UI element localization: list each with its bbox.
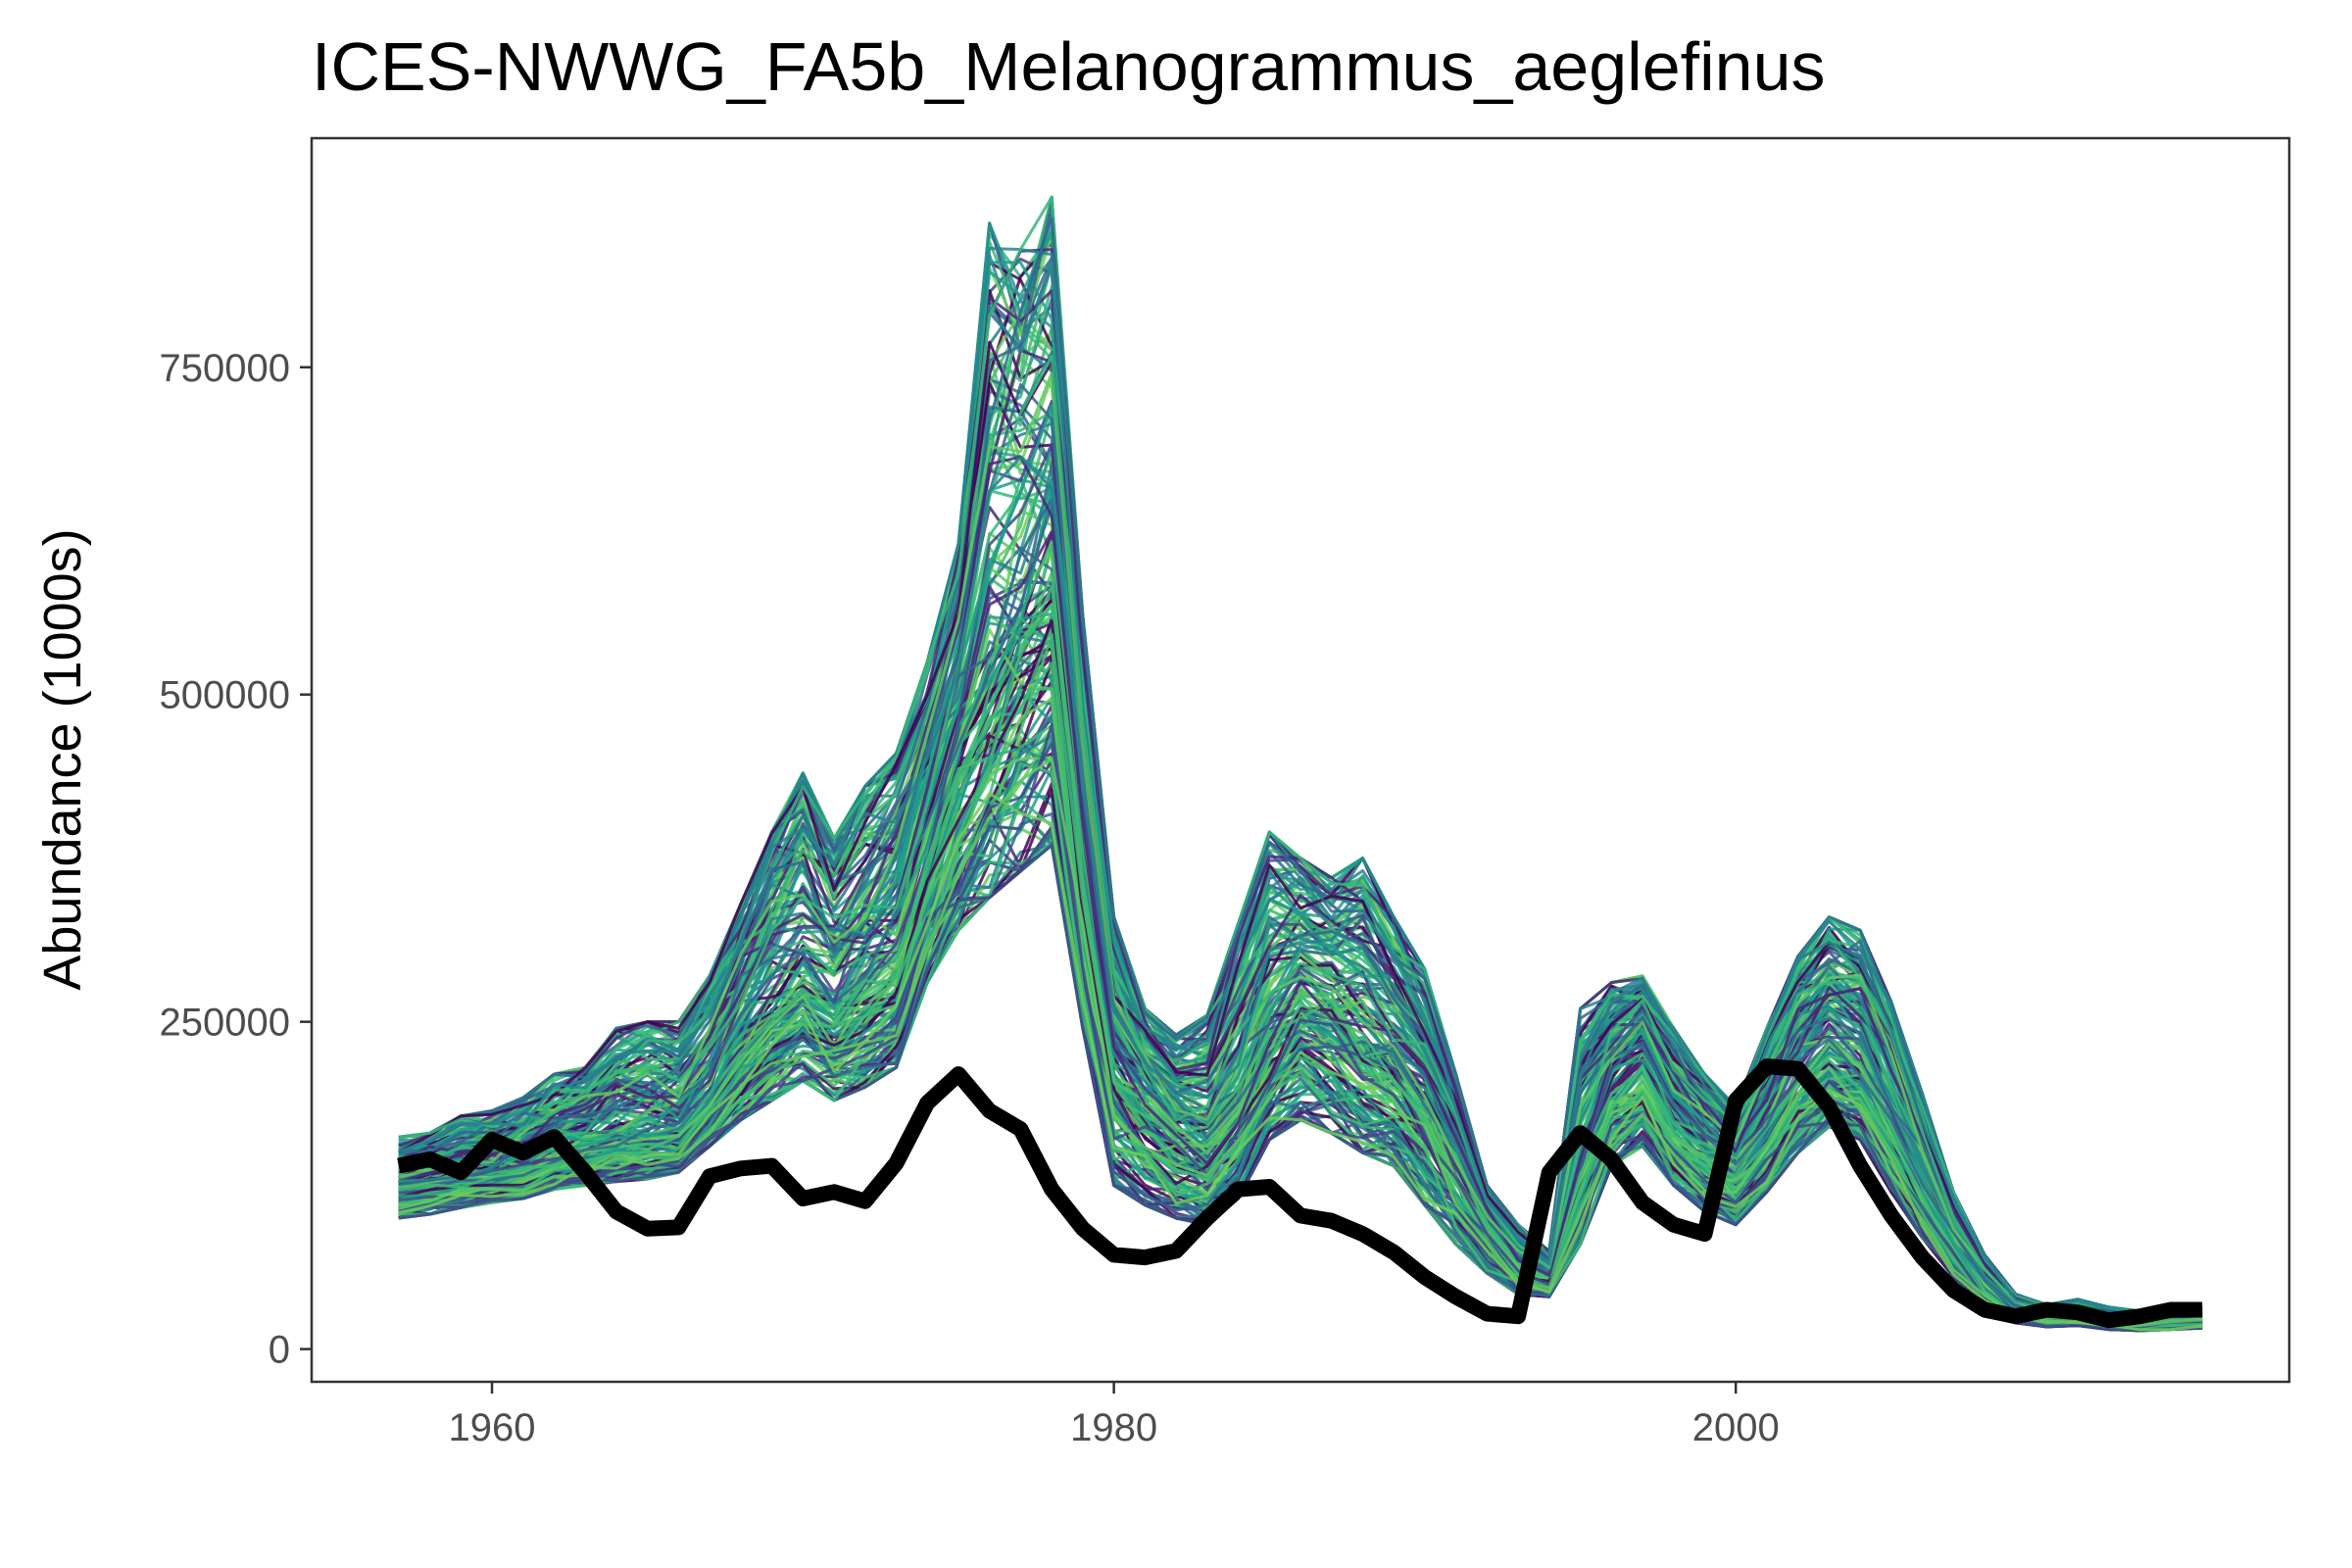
y-axis-label: Abundance (1000s) (33, 528, 92, 990)
y-tick-label: 0 (269, 1329, 290, 1372)
axes: 0 250000 500000 750000 1960 1980 2000 (160, 136, 2291, 1449)
ensemble-line (398, 497, 2203, 1322)
ensemble-line (398, 477, 2203, 1320)
series-lines (397, 195, 2203, 1333)
ensemble-line (398, 792, 2203, 1332)
plot-area (312, 138, 2289, 1382)
x-tick-label: 1980 (1070, 1406, 1157, 1449)
chart-title: ICES-NWWG_FA5b_Melanogrammus_aeglefinus (312, 28, 1826, 105)
ensemble-line (398, 757, 2203, 1328)
ensemble-line (398, 632, 2203, 1326)
ensemble-line (398, 723, 2203, 1329)
x-tick-label: 2000 (1692, 1406, 1780, 1449)
x-tick-label: 1960 (449, 1406, 536, 1449)
series-line-0 (397, 1058, 2203, 1329)
y-tick-label: 250000 (160, 1002, 290, 1045)
ensemble-line (398, 264, 2203, 1315)
panel-border (310, 136, 2291, 1384)
y-tick-label: 750000 (160, 347, 290, 390)
ensemble-line (398, 455, 2203, 1319)
ensemble-line (398, 713, 2203, 1327)
ensemble-line (398, 217, 2203, 1319)
ensemble-line (398, 355, 2203, 1318)
ensemble-line (398, 195, 2203, 1314)
ensemble-line (398, 450, 2203, 1319)
y-tick-label: 500000 (160, 674, 290, 717)
ensemble-line (398, 455, 2203, 1316)
ensemble-line (398, 400, 2203, 1317)
ensemble-line (398, 371, 2203, 1319)
